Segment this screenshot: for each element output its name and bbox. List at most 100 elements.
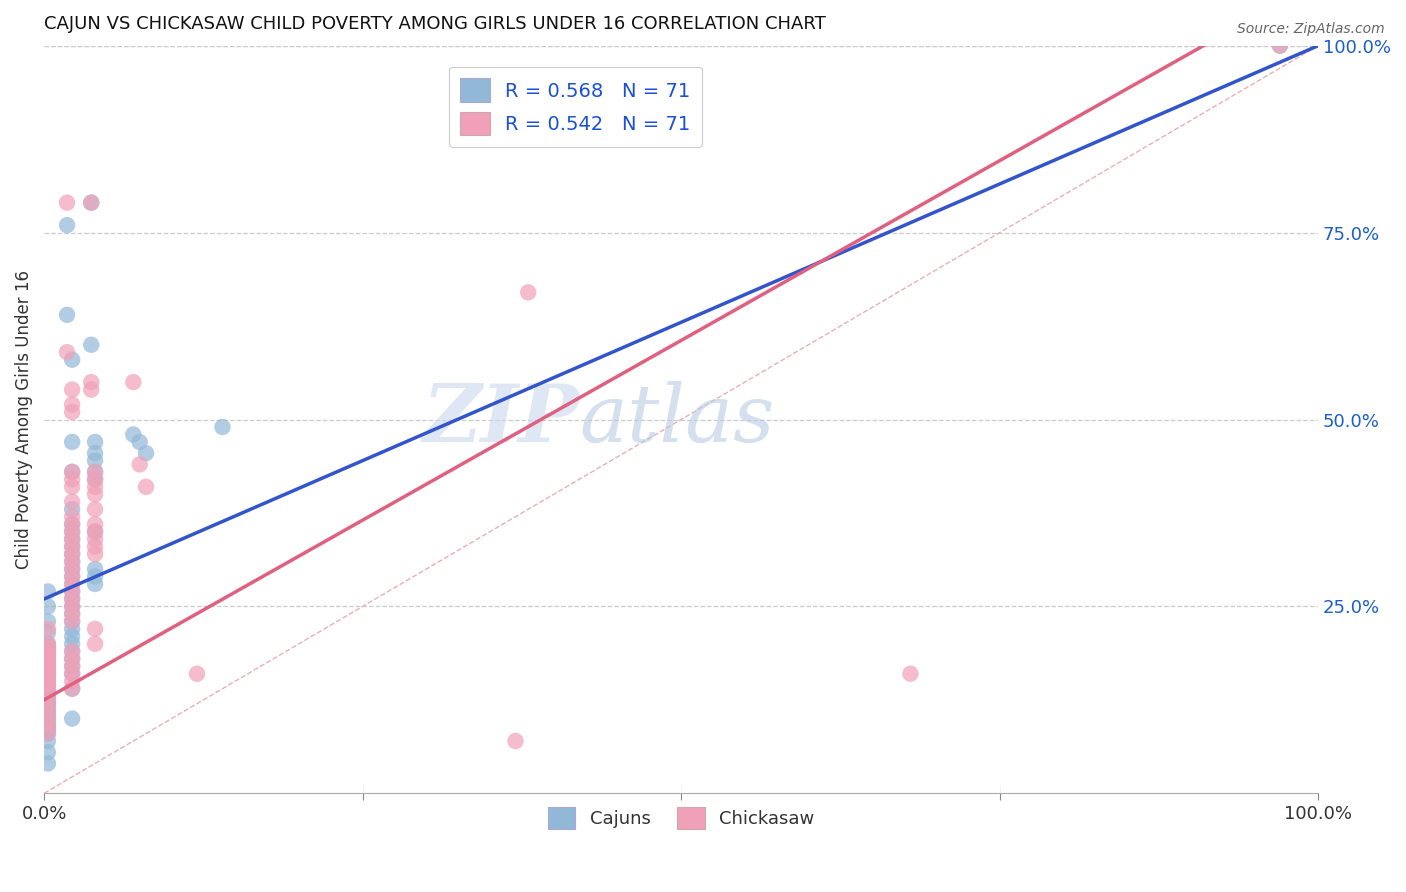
Point [60,547,83,561]
Point [37,648,59,662]
Point [122,375,145,389]
Point [37,640,59,655]
Point [60,652,83,666]
Point [60,599,83,614]
Point [60,591,83,606]
Point [84,532,107,546]
Text: Source: ZipAtlas.com: Source: ZipAtlas.com [1237,22,1385,37]
Point [186,666,208,681]
Point [60,644,83,658]
Point [60,584,83,599]
Point [37,704,59,718]
Point [37,652,59,666]
Point [84,446,107,460]
Point [60,674,83,689]
Point [60,607,83,621]
Point [84,547,107,561]
Point [60,524,83,539]
Point [60,659,83,673]
Point [37,666,59,681]
Point [37,712,59,726]
Point [84,562,107,576]
Point [84,569,107,583]
Point [37,681,59,696]
Point [80,375,103,389]
Point [56,308,79,322]
Point [84,577,107,591]
Point [37,656,59,670]
Point [60,509,83,524]
Point [37,637,59,651]
Point [900,666,922,681]
Point [37,719,59,733]
Point [37,666,59,681]
Point [37,678,59,692]
Point [60,622,83,636]
Point [37,715,59,730]
Point [60,615,83,629]
Point [56,218,79,232]
Point [84,524,107,539]
Point [37,637,59,651]
Point [128,458,150,472]
Point [60,607,83,621]
Point [1268,38,1291,53]
Point [135,446,157,460]
Point [37,734,59,748]
Point [60,532,83,546]
Point [60,577,83,591]
Point [505,734,527,748]
Point [37,700,59,714]
Point [84,480,107,494]
Point [37,656,59,670]
Point [60,495,83,509]
Y-axis label: Child Poverty Among Girls Under 16: Child Poverty Among Girls Under 16 [15,270,32,569]
Point [84,472,107,486]
Point [37,756,59,771]
Point [84,517,107,532]
Point [84,434,107,449]
Point [60,562,83,576]
Point [37,685,59,699]
Point [60,465,83,479]
Point [60,517,83,532]
Point [84,502,107,516]
Text: CAJUN VS CHICKASAW CHILD POVERTY AMONG GIRLS UNDER 16 CORRELATION CHART: CAJUN VS CHICKASAW CHILD POVERTY AMONG G… [44,15,825,33]
Point [37,704,59,718]
Point [84,524,107,539]
Point [60,681,83,696]
Point [60,666,83,681]
Point [60,569,83,583]
Point [37,640,59,655]
Point [60,599,83,614]
Point [60,405,83,419]
Point [37,678,59,692]
Point [37,697,59,711]
Point [37,659,59,673]
Point [60,532,83,546]
Text: atlas: atlas [579,381,775,458]
Point [37,726,59,740]
Point [60,659,83,673]
Point [80,337,103,351]
Point [37,644,59,658]
Point [37,712,59,726]
Point [60,502,83,516]
Point [37,644,59,658]
Point [84,622,107,636]
Point [56,195,79,210]
Point [37,693,59,707]
Point [135,480,157,494]
Point [37,707,59,722]
Point [80,195,103,210]
Point [60,569,83,583]
Point [60,712,83,726]
Point [128,434,150,449]
Point [60,555,83,569]
Point [37,615,59,629]
Point [122,427,145,442]
Point [60,540,83,554]
Point [37,689,59,703]
Point [37,652,59,666]
Point [211,420,233,434]
